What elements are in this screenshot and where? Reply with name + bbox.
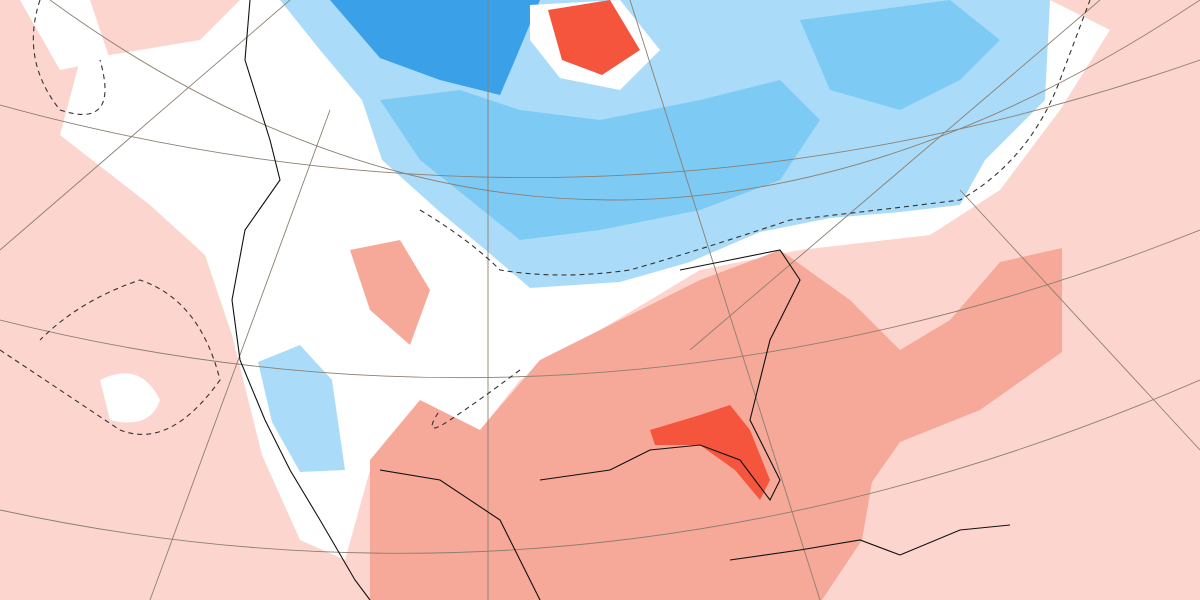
neutral-patch bbox=[20, 0, 110, 70]
contours bbox=[0, 0, 1091, 435]
warm-core bbox=[548, 0, 640, 75]
coastlines bbox=[231, 0, 1011, 600]
warm-patch bbox=[350, 240, 430, 345]
cold-region bbox=[800, 0, 1000, 110]
cool-region bbox=[258, 345, 345, 472]
neutral-patch bbox=[100, 373, 160, 423]
very-cold-region bbox=[330, 0, 540, 95]
warm-core bbox=[650, 405, 770, 500]
cold-region bbox=[380, 80, 820, 240]
